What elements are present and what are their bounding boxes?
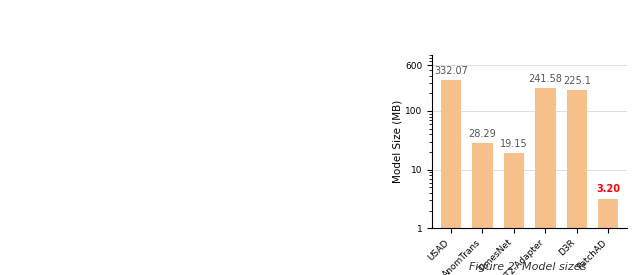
Text: 3.20: 3.20: [596, 185, 620, 194]
Y-axis label: Model Size (MB): Model Size (MB): [392, 100, 403, 183]
Bar: [472, 143, 493, 275]
Bar: [441, 80, 461, 275]
Text: 28.29: 28.29: [468, 129, 497, 139]
Bar: [566, 90, 587, 275]
Text: 225.1: 225.1: [563, 76, 591, 86]
Text: 241.58: 241.58: [529, 74, 563, 84]
Bar: [598, 199, 618, 275]
Bar: [504, 153, 524, 275]
Text: 19.15: 19.15: [500, 139, 528, 149]
Text: 332.07: 332.07: [434, 66, 468, 76]
Bar: [535, 89, 556, 275]
Text: Figure 2: Model sizes: Figure 2: Model sizes: [469, 262, 587, 271]
